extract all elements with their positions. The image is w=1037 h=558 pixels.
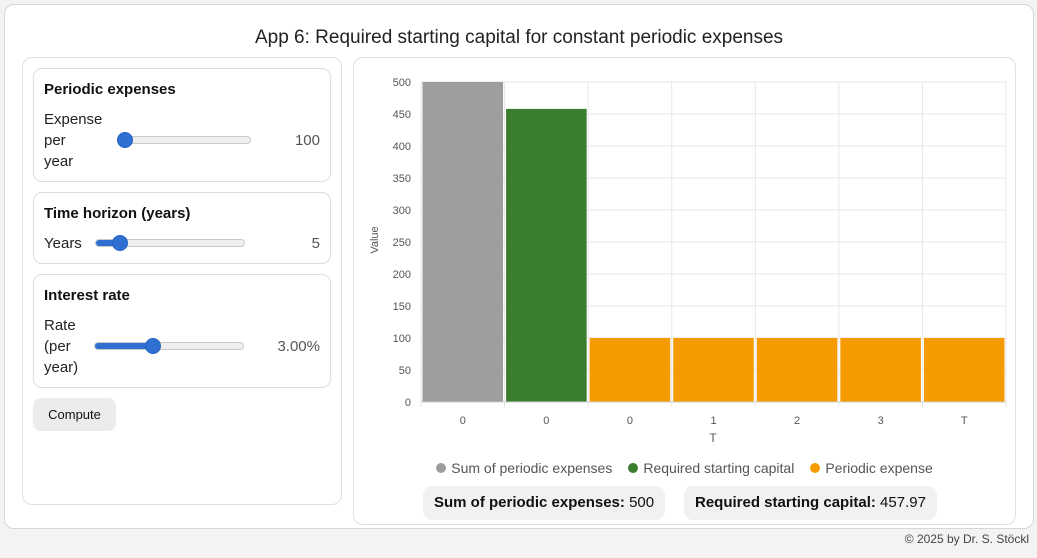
sum-summary-value: 500 (629, 494, 655, 511)
y-axis-label: Value (369, 226, 381, 253)
label-line: Expense (44, 111, 103, 128)
x-tick-label: 0 (460, 415, 466, 427)
compute-button[interactable]: Compute (33, 398, 116, 431)
legend-label: Sum of periodic expenses (451, 460, 613, 476)
y-tick-label: 500 (393, 77, 411, 89)
footer-copyright: © 2025 by Dr. S. Stöckl (904, 532, 1029, 546)
y-tick-label: 450 (393, 109, 411, 121)
y-tick-label: 400 (393, 141, 411, 153)
chart-bar[interactable] (673, 338, 754, 402)
capital-summary-value: 457.97 (880, 494, 926, 511)
y-tick-label: 250 (393, 237, 411, 249)
y-tick-label: 350 (393, 173, 411, 185)
label-line: Rate (44, 317, 76, 334)
x-tick-label: 0 (627, 415, 633, 427)
rate-per-year-label: Rate (per year) (44, 315, 78, 378)
expense-slider[interactable] (117, 132, 251, 148)
years-label: Years (44, 235, 82, 252)
bar-chart: 0 50 100 150 200 250 300 350 400 450 500 0 0 0 1 2 3 T Va… (369, 77, 1007, 445)
slider-thumb[interactable] (117, 132, 133, 148)
years-slider[interactable] (95, 235, 245, 251)
chart-bar[interactable] (422, 82, 504, 402)
chart-bar[interactable] (756, 338, 838, 402)
legend-item-expense[interactable]: Periodic expense (810, 460, 933, 476)
time-horizon-card: Time horizon (years) Years 5 (33, 192, 331, 264)
x-tick-label: 0 (543, 415, 549, 427)
legend-item-sum[interactable]: Sum of periodic expenses (436, 460, 612, 476)
legend-item-capital[interactable]: Required starting capital (628, 460, 794, 476)
label-line: per (44, 132, 66, 149)
legend-dot-icon (436, 463, 447, 473)
app-title: App 6: Required starting capital for con… (254, 27, 784, 48)
interest-rate-card: Interest rate Rate (per year) 3.00% (33, 274, 331, 388)
chart-bar[interactable] (840, 338, 921, 402)
sum-summary-box: Sum of periodic expenses: 500 (423, 486, 666, 520)
capital-summary-box: Required starting capital: 457.97 (684, 486, 937, 520)
legend-dot-icon (628, 463, 639, 473)
interest-rate-title: Interest rate (44, 287, 130, 304)
y-tick-label: 150 (393, 301, 411, 313)
chart-panel: 0 50 100 150 200 250 300 350 400 450 500 0 0 0 1 2 3 T Va… (353, 57, 1016, 525)
x-tick-label: 3 (878, 415, 884, 427)
y-tick-label: 200 (393, 269, 411, 281)
chart-bar[interactable] (589, 338, 671, 402)
time-horizon-title: Time horizon (years) (44, 205, 191, 222)
sum-summary-label: Sum of periodic expenses: (434, 494, 625, 511)
y-tick-label: 0 (405, 397, 411, 409)
app-window: App 6: Required starting capital for con… (4, 4, 1034, 529)
years-value: 5 (311, 235, 320, 252)
slider-fill (95, 343, 155, 349)
y-tick-label: 100 (393, 333, 411, 345)
controls-panel: Periodic expenses Expense per year 100 T… (22, 57, 342, 505)
slider-thumb[interactable] (145, 338, 162, 354)
chart-legend: Sum of periodic expenses Required starti… (354, 460, 1015, 476)
chart-axes: 0 50 100 150 200 250 300 350 400 450 500 0 0 0 1 2 3 T (393, 77, 1006, 427)
slider-thumb[interactable] (112, 235, 129, 251)
periodic-expenses-card: Periodic expenses Expense per year 100 (33, 68, 331, 182)
legend-label: Periodic expense (825, 460, 933, 476)
x-tick-label: 2 (794, 415, 800, 427)
capital-summary-label: Required starting capital: (695, 494, 876, 511)
rate-slider[interactable] (94, 338, 244, 354)
chart-bar[interactable] (923, 338, 1005, 402)
legend-label: Required starting capital (643, 460, 795, 476)
y-tick-label: 300 (393, 205, 411, 217)
expense-per-year-label: Expense per year (44, 109, 102, 172)
chart-bar[interactable] (506, 108, 587, 402)
chart-bars (422, 82, 1005, 402)
label-line: (per (44, 338, 71, 355)
rate-value: 3.00% (277, 338, 320, 355)
label-line: year (44, 153, 74, 170)
label-line: year) (44, 359, 79, 376)
x-tick-label: 1 (710, 415, 716, 427)
slider-fill (96, 240, 122, 246)
y-tick-label: 50 (399, 365, 411, 377)
legend-dot-icon (810, 463, 821, 473)
periodic-expenses-title: Periodic expenses (44, 81, 176, 98)
expense-value: 100 (294, 132, 320, 149)
x-axis-label: T (709, 431, 717, 445)
x-tick-label: T (961, 415, 968, 427)
